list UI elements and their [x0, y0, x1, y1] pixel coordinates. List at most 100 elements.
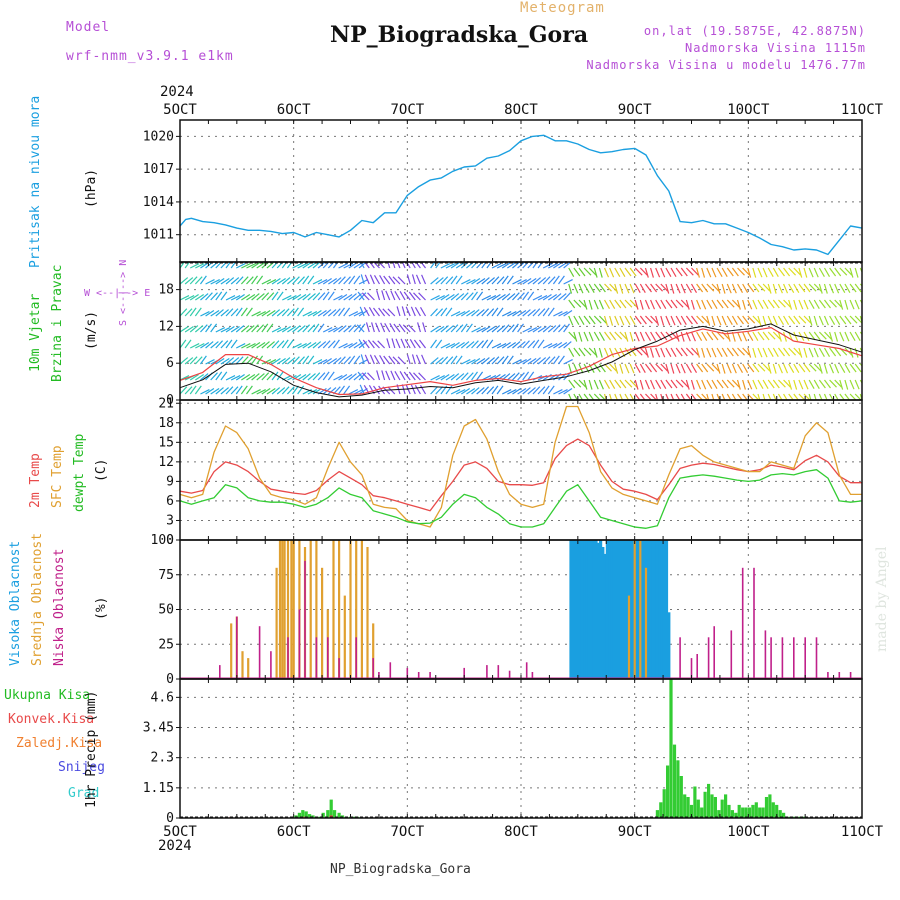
wind-barb [418, 372, 426, 381]
wind-barb [415, 262, 421, 269]
cloud-bar [793, 637, 795, 679]
wind-barb [706, 267, 712, 278]
precip-bar [659, 802, 663, 818]
wind-barb [854, 363, 862, 373]
wind-barb [358, 338, 365, 349]
wind-barb [506, 275, 514, 285]
wind-barb [762, 347, 768, 358]
wind-barb [537, 386, 546, 395]
wind-barb [367, 339, 375, 349]
precip-bar [308, 814, 312, 818]
wind-barb [603, 347, 610, 358]
wind-barb [414, 307, 421, 317]
wind-barb [266, 372, 275, 381]
wind-barb [406, 354, 411, 365]
cloud-bar [578, 540, 582, 679]
wind-barb [230, 277, 240, 285]
cloud-bar [667, 612, 671, 679]
wind-barb [445, 343, 456, 349]
wind-barb [563, 279, 573, 285]
wind-barb [532, 277, 541, 285]
wind-barb [292, 356, 300, 365]
wind-barb [783, 393, 788, 400]
wind-barb [194, 325, 204, 333]
wind-barb [701, 299, 707, 310]
wind-barb [818, 331, 827, 340]
wind-barb [783, 347, 791, 357]
wind-barb [603, 267, 610, 278]
precip-bar [747, 807, 752, 818]
wind-barb [788, 393, 794, 400]
wind-barb [803, 299, 809, 310]
wind-barb [844, 299, 849, 310]
wind-barb [829, 393, 834, 400]
wind-barb [824, 299, 831, 309]
precip-bar [737, 804, 741, 818]
wind-barb [435, 386, 444, 395]
wind-barb [251, 324, 259, 333]
wind-barb [348, 324, 357, 333]
cloud-bar [531, 672, 534, 679]
wind-barb [813, 331, 821, 341]
wind-barb [823, 267, 831, 277]
wind-barb [716, 363, 721, 374]
wind-barb [251, 389, 261, 395]
wind-barb [266, 279, 277, 285]
wind-barb [629, 299, 638, 308]
model-elevation-label: Nadmorska Visina u modelu 1476.77m [586, 58, 866, 72]
cloud-bar [349, 540, 352, 679]
wind-barb [281, 339, 289, 349]
cloud-bar [649, 540, 653, 679]
wind-barb [235, 293, 245, 301]
wind-barb [496, 276, 505, 285]
wind-barb [501, 389, 512, 395]
wind-barb [507, 341, 517, 349]
wind-barb [235, 276, 244, 285]
wind-barb [777, 393, 783, 400]
wind-barb [737, 315, 744, 325]
wind-barb [372, 262, 380, 269]
wind-barb [460, 387, 471, 395]
wind-barb [322, 277, 332, 285]
wind-gust-line [179, 327, 863, 396]
y-tick-label: 21 [158, 396, 174, 411]
wind-barb [435, 357, 444, 365]
wind-barb [691, 267, 699, 276]
wind-barb [823, 393, 828, 400]
cloud-bar [247, 658, 250, 679]
wind-barb [747, 283, 755, 293]
wind-barb [402, 324, 411, 333]
wind-barb [527, 327, 538, 333]
wind-barb [553, 293, 562, 301]
wind-barb [220, 291, 228, 301]
wind-barb [271, 387, 281, 395]
wind-barb [685, 283, 692, 293]
cloud-bar [781, 637, 784, 679]
wind-barb [552, 275, 560, 285]
wind-barb [583, 347, 592, 356]
wind-barb [522, 277, 532, 285]
wind-barb [276, 309, 286, 317]
wind-barb [716, 331, 725, 340]
wind-barb [696, 347, 700, 358]
wind-barb [762, 299, 769, 309]
wind-barb [644, 363, 652, 373]
wind-barb [783, 283, 789, 294]
wind-barb [680, 393, 686, 400]
wind-barb [476, 371, 484, 381]
wind-barb [317, 372, 326, 381]
wind-barb [180, 339, 187, 349]
wind-barb [240, 276, 249, 285]
wind-barb [356, 324, 365, 333]
wind-barb [496, 325, 506, 333]
cloud-bar [804, 637, 806, 679]
wind-barb [783, 267, 791, 277]
wind-barb [573, 315, 580, 326]
wind-barb [180, 295, 190, 301]
wind-barb [593, 347, 598, 358]
wind-barb [194, 276, 203, 285]
wind-barb [614, 267, 621, 278]
wind-barb [650, 347, 654, 358]
wind-barb [747, 347, 752, 358]
wind-barb [808, 347, 814, 358]
